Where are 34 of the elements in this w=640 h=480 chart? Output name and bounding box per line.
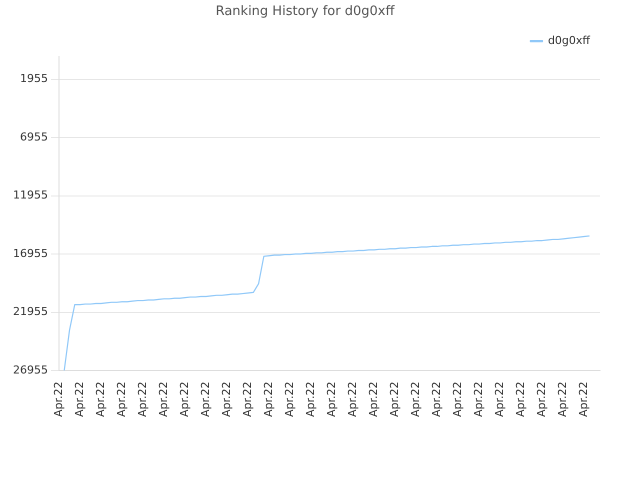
x-tick-label: Apr.22 xyxy=(220,381,233,417)
x-tick-label: Apr.22 xyxy=(346,381,359,417)
chart-title: Ranking History for d0g0xff xyxy=(216,4,396,20)
legend-label: d0g0xff xyxy=(548,34,590,47)
x-tick-label: Apr.22 xyxy=(409,381,422,417)
x-tick-label: Apr.22 xyxy=(178,381,191,417)
x-tick-label: Apr.22 xyxy=(282,381,296,417)
x-tick-label: Apr.22 xyxy=(198,381,212,417)
x-tick-label: Apr.22 xyxy=(240,381,254,417)
x-tick-label: Apr.22 xyxy=(114,381,128,417)
y-tick-label: 26955 xyxy=(12,363,48,376)
x-tick-label: Apr.22 xyxy=(262,381,275,417)
x-tick-label: Apr.22 xyxy=(52,381,65,417)
x-tick-label: Apr.22 xyxy=(94,381,107,417)
x-tick-label: Apr.22 xyxy=(304,381,317,417)
x-tick-label: Apr.22 xyxy=(72,381,86,417)
x-tick-label: Apr.22 xyxy=(430,381,444,417)
x-tick-label: Apr.22 xyxy=(388,381,402,417)
x-tick-label: Apr.22 xyxy=(556,381,570,417)
y-tick-label: 11955 xyxy=(12,188,48,202)
x-tick-label: Apr.22 xyxy=(451,381,464,417)
x-tick-label: Apr.22 xyxy=(577,381,590,417)
x-tick-label: Apr.22 xyxy=(324,381,338,417)
y-tick-label: 16955 xyxy=(12,246,48,260)
x-tick-label: Apr.22 xyxy=(493,381,506,417)
x-tick-label: Apr.22 xyxy=(472,381,486,417)
x-tick-label: Apr.22 xyxy=(367,381,380,417)
y-tick-label: 6955 xyxy=(20,130,48,144)
x-tick-label: Apr.22 xyxy=(514,381,528,417)
x-tick-label: Apr.22 xyxy=(136,381,149,417)
x-tick-label: Apr.22 xyxy=(535,381,548,417)
x-tick-label: Apr.22 xyxy=(156,381,170,417)
y-tick-label: 21955 xyxy=(12,305,48,318)
y-tick-label: 1955 xyxy=(20,72,48,86)
